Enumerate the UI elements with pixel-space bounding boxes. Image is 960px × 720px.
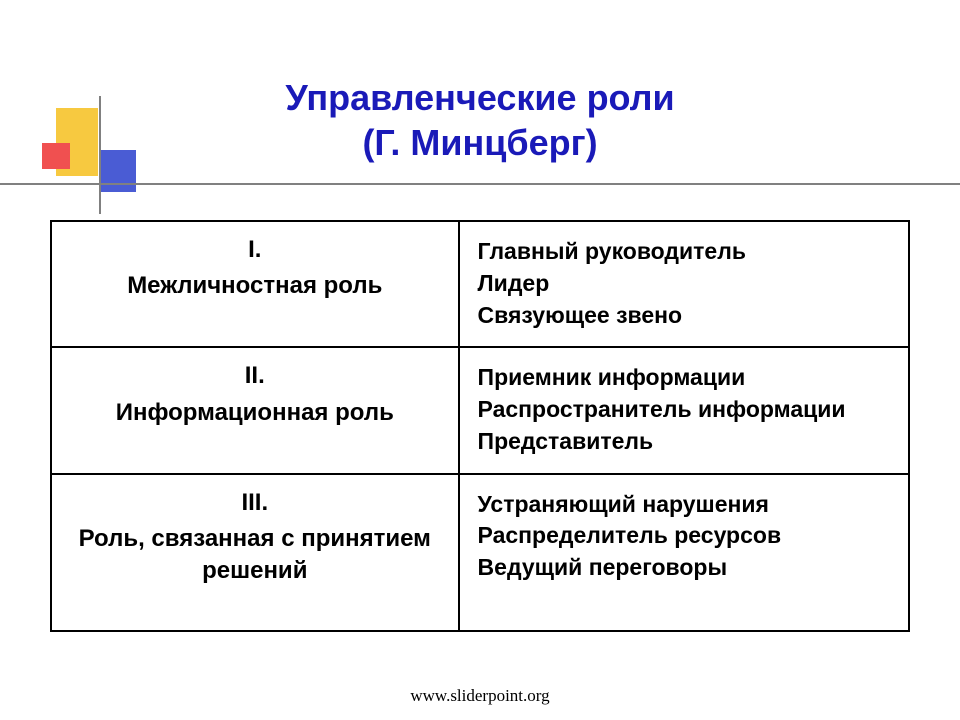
table-row: I. Межличностная роль Главный руководите… — [51, 221, 909, 347]
list-item: Распределитель ресурсов — [478, 521, 890, 550]
table-row: II. Информационная роль Приемник информа… — [51, 347, 909, 473]
list-item: Распространитель информации — [478, 395, 890, 424]
role-items-cell: Приемник информации Распространитель инф… — [459, 347, 909, 473]
numeral: III. — [70, 487, 440, 519]
title-line-2: (Г. Минцберг) — [0, 120, 960, 165]
role-items-cell: Главный руководитель Лидер Связующее зве… — [459, 221, 909, 347]
list-item: Приемник информации — [478, 363, 890, 392]
list-item: Связующее звено — [478, 301, 890, 330]
role-category-cell: II. Информационная роль — [51, 347, 459, 473]
slide-title: Управленческие роли (Г. Минцберг) — [0, 75, 960, 165]
category-label: Роль, связанная с принятием решений — [79, 525, 431, 584]
role-category-cell: III. Роль, связанная с принятием решений — [51, 474, 459, 631]
title-line-1: Управленческие роли — [0, 75, 960, 120]
table-row: III. Роль, связанная с принятием решений… — [51, 474, 909, 631]
footer-url: www.sliderpoint.org — [0, 686, 960, 706]
role-category-cell: I. Межличностная роль — [51, 221, 459, 347]
list-item: Представитель — [478, 427, 890, 456]
roles-table: I. Межличностная роль Главный руководите… — [50, 220, 910, 632]
list-item: Устраняющий нарушения — [478, 490, 890, 519]
numeral: I. — [70, 234, 440, 266]
category-label: Межличностная роль — [127, 272, 382, 299]
numeral: II. — [70, 360, 440, 392]
horizontal-divider — [0, 183, 960, 185]
list-item: Главный руководитель — [478, 237, 890, 266]
role-items-cell: Устраняющий нарушения Распределитель рес… — [459, 474, 909, 631]
category-label: Информационная роль — [116, 399, 394, 426]
list-item: Лидер — [478, 269, 890, 298]
list-item: Ведущий переговоры — [478, 553, 890, 582]
